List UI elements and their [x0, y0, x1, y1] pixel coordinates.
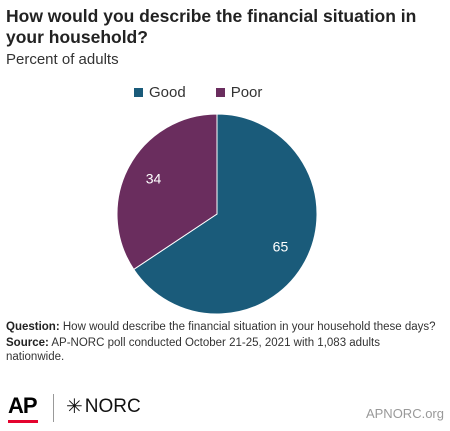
chart-notes: Question: How would describe the financi…: [6, 320, 436, 366]
logo-divider: [53, 394, 54, 422]
ap-logo: AP: [8, 393, 38, 418]
footer: AP ✳ NORC APNORC.org: [0, 390, 450, 431]
legend-item-poor: Poor: [215, 84, 263, 101]
norc-logo: ✳ NORC: [66, 395, 141, 419]
question-text: How would describe the financial situati…: [62, 321, 436, 333]
legend-swatch-good: [134, 88, 143, 97]
source-note: Source: AP-NORC poll conducted October 2…: [6, 336, 436, 364]
chart-title: How would you describe the financial sit…: [6, 6, 417, 47]
legend-swatch-poor: [215, 88, 225, 97]
norc-star-icon: ✳: [66, 396, 83, 418]
pie-slice-poor: [116, 113, 218, 271]
pie-chart: 65 34: [116, 113, 318, 315]
pie-label-poor: 34: [146, 171, 162, 187]
legend-label-poor: Poor: [230, 84, 263, 101]
ap-logo-bar: [8, 420, 38, 423]
question-note: Question: How would describe the financi…: [6, 320, 436, 334]
chart-subtitle: Percent of adults: [6, 51, 119, 68]
question-label: Question:: [6, 321, 60, 333]
source-label: Source:: [6, 337, 49, 349]
legend-item-good: Good: [134, 84, 186, 101]
norc-logo-text: NORC: [84, 396, 141, 417]
legend-label-good: Good: [149, 84, 186, 101]
pie-slice-good: [133, 113, 318, 315]
chart-legend: Good Poor: [134, 84, 292, 101]
credit-link[interactable]: APNORC.org: [365, 406, 444, 421]
source-text: AP-NORC poll conducted October 21-25, 20…: [6, 337, 380, 363]
pie-label-good: 65: [273, 239, 289, 255]
